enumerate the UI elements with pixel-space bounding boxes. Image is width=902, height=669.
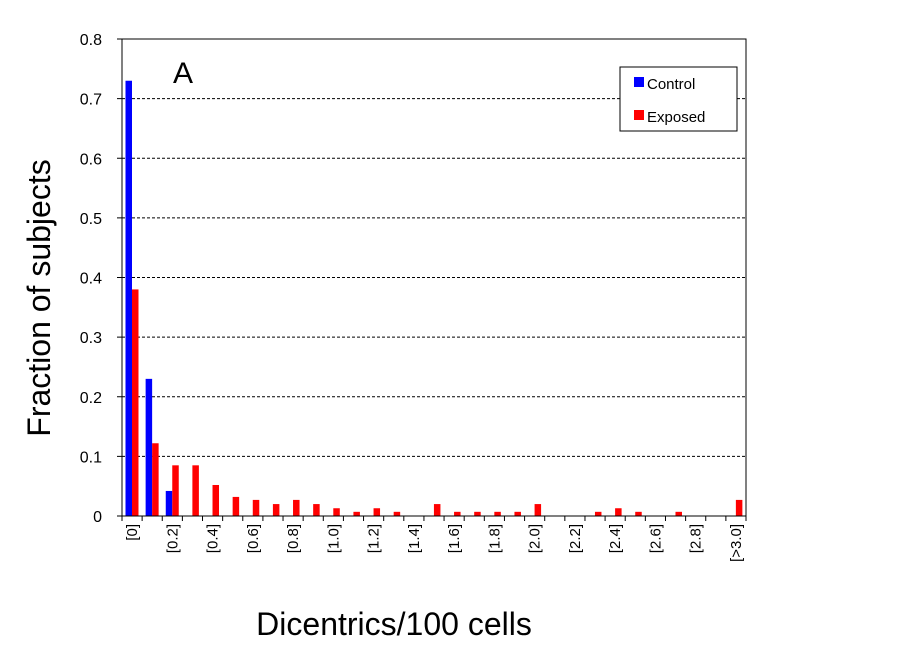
bar-exposed-25: [635, 511, 642, 516]
x-tick-label: [1.4]: [406, 524, 423, 553]
bar-exposed-1: [152, 443, 159, 516]
bar-exposed-8: [293, 499, 300, 516]
bar-exposed-6: [252, 499, 260, 516]
gridlines: [122, 98, 746, 457]
x-tick-label: [2.0]: [527, 524, 544, 553]
legend-label-exposed: Exposed: [647, 109, 705, 126]
bar-exposed-17: [474, 511, 481, 516]
legend: Control Exposed: [619, 66, 738, 132]
x-tick-label: [1.8]: [486, 524, 503, 553]
x-tick-label: [1.2]: [366, 524, 383, 553]
x-tick-label: [2.4]: [607, 524, 624, 553]
bar-exposed-12: [373, 508, 381, 516]
x-tick-label: [2.8]: [688, 524, 705, 553]
x-tick-label: [1.6]: [446, 524, 463, 553]
bar-exposed-9: [313, 504, 320, 516]
y-tick-label: 0: [93, 509, 102, 526]
y-tick-label: 0.3: [80, 330, 102, 347]
y-axis-ticks: 0 0.1 0.2 0.3 0.4 0.5 0.6 0.7 0.8: [80, 32, 122, 526]
bar-exposed-3: [192, 465, 199, 516]
bar-exposed-11: [353, 511, 360, 516]
x-tick-label: [0.8]: [285, 524, 302, 553]
bar-exposed-19: [514, 511, 521, 516]
bars: [125, 80, 743, 517]
bar-control-2: [165, 490, 173, 516]
bar-exposed-18: [494, 511, 501, 516]
panel-label: A: [173, 57, 193, 90]
x-tick-label: [0]: [124, 524, 141, 541]
legend-swatch-control: [634, 77, 644, 87]
x-tick-label: [2.6]: [647, 524, 664, 553]
y-tick-label: 0.8: [80, 32, 102, 49]
x-tick-label: [1.0]: [325, 524, 342, 553]
y-axis-title: Fraction of subjects: [21, 159, 57, 436]
bar-exposed-2: [172, 465, 179, 516]
bar-control-0: [125, 80, 132, 517]
bar-exposed-20: [534, 504, 542, 516]
bar-exposed-24: [615, 508, 622, 516]
bar-exposed-15: [433, 504, 441, 516]
bar-exposed-27: [675, 511, 682, 516]
x-tick-label: [0.6]: [245, 524, 262, 553]
bar-exposed-10: [333, 508, 340, 516]
bar-control-1: [145, 378, 153, 516]
bar-exposed-23: [594, 511, 602, 516]
bar-exposed-0: [132, 289, 139, 516]
bar-exposed-30: [735, 499, 743, 516]
legend-swatch-exposed: [634, 110, 644, 120]
bar-exposed-5: [232, 496, 240, 516]
x-tick-label: [2.2]: [567, 524, 584, 553]
x-tick-label: [>3.0]: [728, 524, 745, 562]
y-tick-label: 0.2: [80, 390, 102, 407]
bar-exposed-16: [454, 511, 461, 516]
legend-label-control: Control: [647, 76, 695, 93]
x-axis-ticks: [0] [0.2] [0.4] [0.6] [0.8] [1.0] [1.2] [1.4] [1…: [121, 516, 747, 562]
x-tick-label: [0.2]: [164, 524, 181, 553]
bar-exposed-4: [212, 484, 220, 516]
x-axis-title: Dicentrics/100 cells: [256, 606, 532, 642]
y-tick-label: 0.4: [80, 271, 102, 288]
bar-exposed-13: [393, 511, 401, 516]
x-tick-label: [0.4]: [205, 524, 222, 553]
bar-exposed-7: [272, 504, 280, 516]
y-tick-label: 0.1: [80, 449, 102, 466]
y-tick-label: 0.6: [80, 151, 102, 168]
y-tick-label: 0.5: [80, 211, 102, 228]
y-tick-label: 0.7: [80, 92, 102, 109]
